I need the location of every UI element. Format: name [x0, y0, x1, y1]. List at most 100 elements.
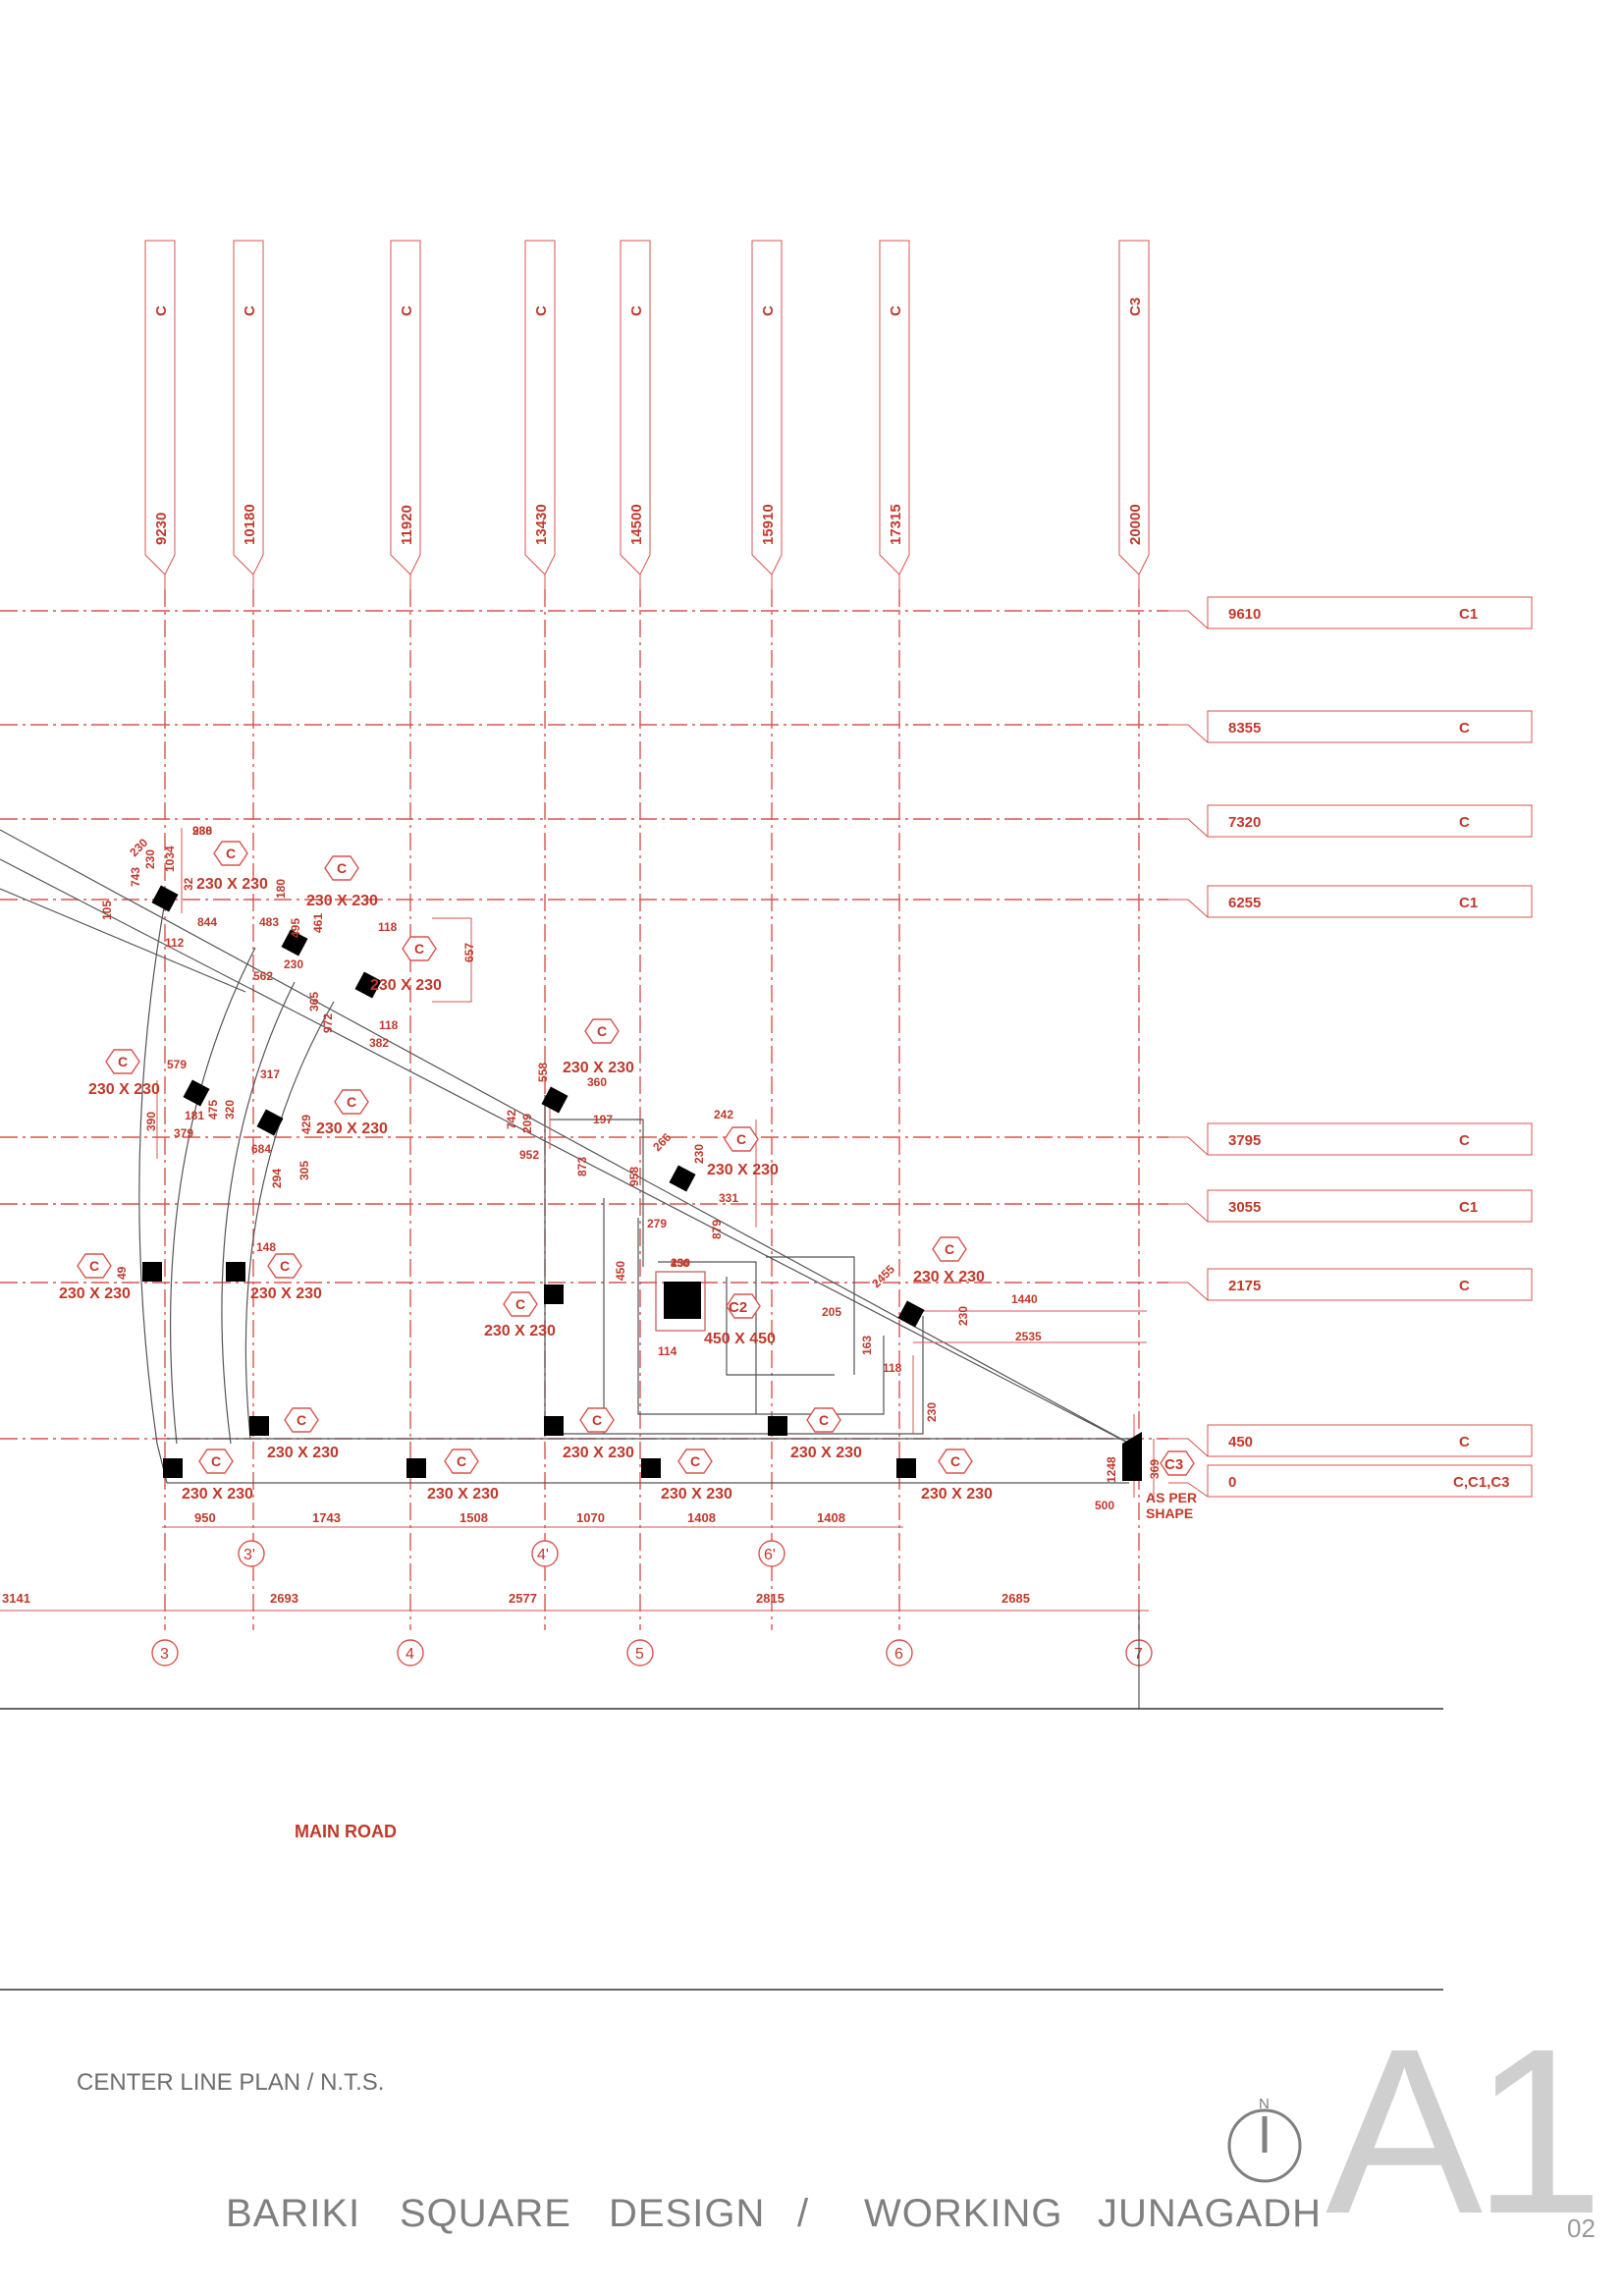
column-tag: C — [211, 1453, 221, 1469]
column-tag: C — [597, 1023, 607, 1039]
column-tags: C 230 X 230 C 230 X 230 C 230 X 230 C 230 X 230… — [59, 841, 993, 1503]
grid-tag-box — [1168, 1424, 1533, 1457]
grid-h-type: C1 — [1459, 895, 1478, 911]
column-square — [541, 1086, 568, 1114]
axis-bubble — [151, 1639, 179, 1667]
small-dim: 450 — [614, 1261, 627, 1281]
grid-h-type: C — [1459, 1132, 1470, 1149]
column-size: 230 X 230 — [427, 1486, 499, 1503]
grid-v-type: C — [888, 305, 904, 316]
small-dim: 684 — [251, 1142, 271, 1156]
column-tag-box — [198, 1449, 234, 1474]
column-square — [183, 1079, 210, 1107]
column-square — [281, 929, 308, 957]
axis-label: 3 — [160, 1646, 169, 1663]
bay-dim: 2685 — [1001, 1591, 1030, 1606]
column-tag: C — [280, 1258, 290, 1274]
small-dim: 360 — [587, 1075, 607, 1089]
column-tag-box — [105, 1049, 140, 1074]
grid-h-type: C1 — [1459, 1199, 1478, 1216]
sub-dim: 1408 — [687, 1510, 716, 1525]
column-tag-box — [284, 1407, 319, 1433]
axis-label: 4' — [537, 1547, 549, 1563]
column-tag-box — [579, 1407, 615, 1433]
grid-tag-box — [1168, 1268, 1533, 1301]
bay-dim: 2577 — [509, 1591, 537, 1606]
column-tag-box — [677, 1449, 713, 1474]
grid-h-type: C1 — [1459, 606, 1478, 623]
grid-tag-box — [1168, 885, 1533, 918]
as-per-text-1: AS PER — [1146, 1490, 1197, 1505]
column-square — [641, 1458, 661, 1478]
small-dim: 242 — [714, 1108, 733, 1121]
column-square — [249, 1416, 269, 1436]
small-dim: 562 — [253, 969, 273, 983]
small-dim: 230 — [692, 1144, 706, 1164]
grid-v-dist: 14500 — [628, 504, 645, 545]
axis-bubbles: 3 4 5 6 73' 4' 6' — [151, 1540, 1153, 1667]
grid-tag-box — [1168, 1464, 1533, 1498]
small-dim: 197 — [593, 1113, 613, 1126]
small-dim: 230 — [925, 1402, 939, 1422]
column-square — [256, 1109, 284, 1136]
column-size: 230 X 230 — [196, 876, 268, 893]
axis-label: 3' — [243, 1547, 255, 1563]
column-tag-box — [584, 1018, 620, 1044]
small-dim: 331 — [719, 1191, 738, 1205]
axis-label: 4 — [406, 1646, 414, 1663]
small-dim: 369 — [1148, 1459, 1162, 1479]
small-dim: 879 — [710, 1220, 724, 1239]
grid-v-dist: 10180 — [242, 504, 258, 545]
small-dim: 579 — [167, 1058, 187, 1071]
column-markers — [142, 885, 925, 1478]
column-tag-box — [444, 1449, 479, 1474]
sheet-code: A1 — [1325, 1999, 1604, 2263]
grid-tag-box — [1168, 710, 1533, 743]
grid-h-dist: 0 — [1228, 1474, 1236, 1491]
column-c2-tag: C2 — [729, 1299, 747, 1316]
column-tag: C — [736, 1131, 746, 1147]
grid-v-dist: 17315 — [888, 504, 904, 545]
small-dim: 1034 — [163, 846, 177, 872]
grid-tag-box — [144, 240, 176, 589]
small-dim: 114 — [658, 1344, 677, 1358]
grid-v-type: C — [628, 305, 645, 316]
column-size: 230 X 230 — [913, 1269, 985, 1285]
column-size: 230 X 230 — [306, 893, 378, 909]
small-dim: 743 — [129, 867, 142, 887]
sub-dim: 1508 — [460, 1510, 488, 1525]
sub-dim: 1408 — [817, 1510, 845, 1525]
column-tag-box — [77, 1253, 112, 1279]
grid-tag-box — [879, 240, 910, 589]
small-dim: 148 — [256, 1240, 276, 1254]
small-dim: 230 — [143, 849, 157, 869]
column-tag: C — [592, 1412, 602, 1428]
column-size: 230 X 230 — [661, 1486, 732, 1503]
grid-h-dist: 7320 — [1228, 814, 1261, 831]
axis-bubble — [397, 1639, 424, 1667]
column-tag: C — [414, 941, 424, 957]
small-dim: 317 — [260, 1067, 280, 1081]
column-square — [226, 1262, 245, 1282]
axis-bubble — [758, 1540, 785, 1567]
dimension-numbers: 3141 2693 2577 2815 2685 950 1743 1508 1070 1408 1… — [2, 824, 1162, 1606]
bay-dim: 3141 — [2, 1591, 30, 1606]
column-c2: C2 450 X 450 450 — [655, 1258, 776, 1347]
small-dim: 294 — [270, 1169, 284, 1188]
column-c2-dim: 450 — [671, 1258, 688, 1270]
grid-h-type: C — [1459, 720, 1470, 737]
grid-v-type: C — [242, 305, 258, 316]
small-dim: 657 — [462, 943, 476, 962]
small-dim: 429 — [299, 1115, 313, 1134]
column-square — [354, 971, 382, 999]
end-column-tag: C3 — [1164, 1456, 1183, 1473]
small-dim: 958 — [627, 1167, 641, 1186]
small-dim: 379 — [174, 1126, 193, 1140]
column-tag-box — [932, 1236, 967, 1262]
grid-v-dist: 20000 — [1127, 504, 1144, 545]
small-dim: 230 — [671, 1256, 690, 1270]
column-tag-box — [267, 1253, 302, 1279]
small-dim: 266 — [650, 1130, 674, 1154]
main-road-label: MAIN ROAD — [295, 1822, 397, 1841]
column-square — [163, 1458, 183, 1478]
